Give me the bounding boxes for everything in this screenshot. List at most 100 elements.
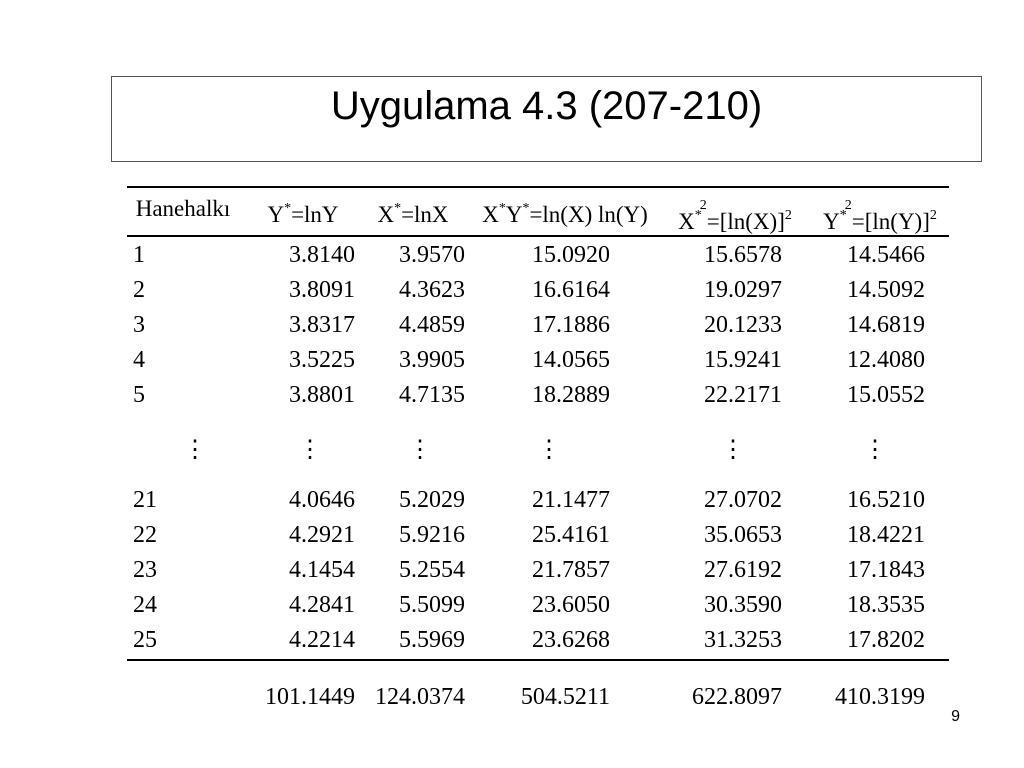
row-label: 21 <box>133 487 157 513</box>
cell: 4.2921 <box>289 522 355 548</box>
row-label: 3 <box>133 312 145 338</box>
cell: 23.6268 <box>532 627 610 653</box>
cell: 3.5225 <box>289 347 355 373</box>
cell: 5.2029 <box>399 487 465 513</box>
total-cell: 101.1449 <box>265 684 355 710</box>
header-text: =ln(X) ln(Y) <box>529 202 648 227</box>
header-text: Y <box>505 202 523 227</box>
column-header: Y*=lnY <box>267 195 338 229</box>
cell: 17.1843 <box>847 557 925 583</box>
table-rule <box>127 186 949 188</box>
cell: 14.0565 <box>532 347 610 373</box>
header-sup: 2 <box>844 198 852 213</box>
row-label: 22 <box>133 522 157 548</box>
cell: 3.8801 <box>289 382 355 408</box>
cell: 12.4080 <box>847 347 925 373</box>
cell: 4.4859 <box>399 312 465 338</box>
header-text: Y <box>267 202 285 227</box>
cell: 14.6819 <box>847 312 925 338</box>
page-number: 9 <box>951 708 960 725</box>
column-header: X*Y*=ln(X) ln(Y) <box>482 195 648 229</box>
cell: 4.1454 <box>289 557 355 583</box>
cell: 16.6164 <box>532 277 610 303</box>
table-rule <box>127 235 949 237</box>
header-text: X <box>482 202 499 227</box>
cell: 15.6578 <box>704 242 782 268</box>
ellipsis: ⋮ <box>298 437 322 463</box>
row-label: 23 <box>133 557 157 583</box>
cell: 15.0920 <box>532 242 610 268</box>
row-label: 1 <box>133 242 145 268</box>
table-rule <box>127 659 949 661</box>
header-text: Y <box>823 209 840 234</box>
header-sup: 2 <box>699 198 707 213</box>
total-cell: 622.8097 <box>692 684 782 710</box>
cell: 18.2889 <box>532 382 610 408</box>
total-cell: 504.5211 <box>520 684 610 710</box>
row-label: 4 <box>133 347 145 373</box>
header-sup: * <box>839 208 847 223</box>
column-header: Hanehalkı <box>136 195 231 223</box>
cell: 27.0702 <box>704 487 782 513</box>
header-text: =lnX <box>401 202 449 227</box>
column-header: X*=lnX <box>377 195 448 229</box>
cell: 31.3253 <box>704 627 782 653</box>
cell: 4.2841 <box>289 592 355 618</box>
cell: 15.9241 <box>704 347 782 373</box>
cell: 21.1477 <box>532 487 610 513</box>
cell: 5.5969 <box>399 627 465 653</box>
cell: 15.0552 <box>847 382 925 408</box>
ellipsis: ⋮ <box>183 437 207 463</box>
cell: 14.5092 <box>847 277 925 303</box>
header-text: =lnY <box>291 202 339 227</box>
cell: 22.2171 <box>704 382 782 408</box>
cell: 18.3535 <box>847 592 925 618</box>
column-header: X*2=[ln(X)]2 <box>678 198 792 240</box>
total-cell: 410.3199 <box>835 684 925 710</box>
cell: 3.8091 <box>289 277 355 303</box>
header-sup: * <box>284 201 292 216</box>
header-text: =[ln(X)] <box>706 209 785 234</box>
cell: 3.9905 <box>399 347 465 373</box>
cell: 5.9216 <box>399 522 465 548</box>
cell: 3.8317 <box>289 312 355 338</box>
header-sup: * <box>498 201 506 216</box>
cell: 35.0653 <box>704 522 782 548</box>
header-text: X <box>678 209 695 234</box>
row-label: 24 <box>133 592 157 618</box>
cell: 5.5099 <box>399 592 465 618</box>
row-label: 25 <box>133 627 157 653</box>
ellipsis: ⋮ <box>537 437 561 463</box>
cell: 19.0297 <box>704 277 782 303</box>
column-header: Y*2=[ln(Y)]2 <box>823 198 937 240</box>
cell: 4.0646 <box>289 487 355 513</box>
ellipsis: ⋮ <box>721 437 745 463</box>
title-box <box>111 76 982 162</box>
cell: 25.4161 <box>532 522 610 548</box>
cell: 4.7135 <box>399 382 465 408</box>
cell: 4.3623 <box>399 277 465 303</box>
row-label: 5 <box>133 382 145 408</box>
title: Uygulama 4.3 (207-210) <box>330 84 763 128</box>
ellipsis: ⋮ <box>863 437 887 463</box>
header-sup: 2 <box>929 208 937 223</box>
cell: 17.8202 <box>847 627 925 653</box>
header-text: =[ln(Y)] <box>851 209 930 234</box>
header-sup: 2 <box>784 208 792 223</box>
cell: 3.8140 <box>289 242 355 268</box>
cell: 14.5466 <box>847 242 925 268</box>
cell: 18.4221 <box>847 522 925 548</box>
cell: 4.2214 <box>289 627 355 653</box>
header-text: Hanehalkı <box>135 196 231 221</box>
ellipsis: ⋮ <box>408 437 432 463</box>
header-sup: * <box>694 208 702 223</box>
row-label: 2 <box>133 277 145 303</box>
cell: 27.6192 <box>704 557 782 583</box>
cell: 30.3590 <box>704 592 782 618</box>
cell: 5.2554 <box>399 557 465 583</box>
header-text: X <box>377 202 395 227</box>
cell: 3.9570 <box>399 242 465 268</box>
cell: 17.1886 <box>532 312 610 338</box>
cell: 23.6050 <box>532 592 610 618</box>
